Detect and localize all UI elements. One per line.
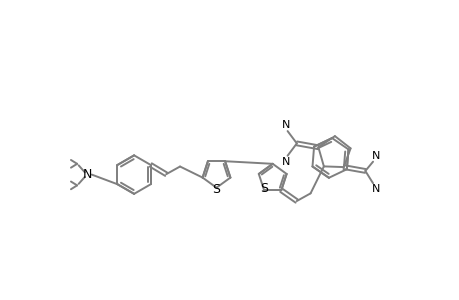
Text: N: N [83,168,92,181]
Text: S: S [212,183,220,196]
Text: N: N [371,184,380,194]
Text: S: S [259,182,268,195]
Text: N: N [371,151,380,161]
Text: N: N [281,157,290,167]
Text: N: N [281,120,290,130]
